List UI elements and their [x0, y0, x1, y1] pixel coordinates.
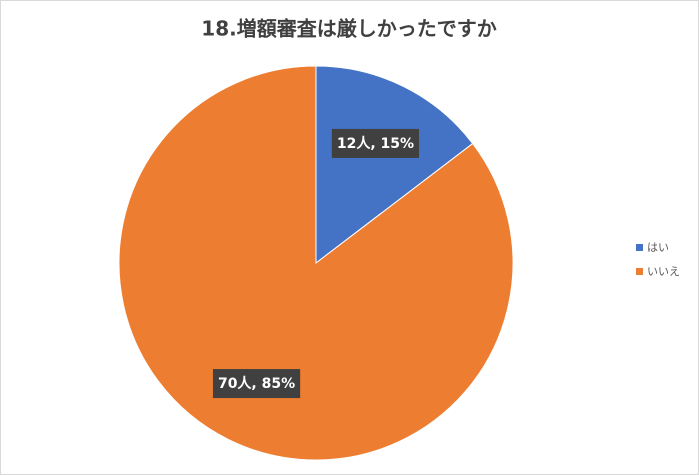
chart-title: 18.増額審査は厳しかったですか [201, 17, 496, 41]
data-label: 70人, 85% [212, 369, 301, 399]
pie-slice [315, 65, 474, 265]
data-label: 12人, 15% [331, 128, 420, 158]
legend-label: はい [647, 241, 669, 254]
legend-swatch [636, 244, 643, 251]
data-label-box [212, 369, 301, 399]
legend-swatch [636, 268, 643, 275]
data-label-box [331, 128, 420, 158]
data-label-text: 70人, 85% [218, 375, 295, 392]
pie-slice [118, 65, 514, 461]
data-label-text: 12人, 15% [337, 135, 414, 152]
legend-label: いいえ [647, 265, 680, 278]
